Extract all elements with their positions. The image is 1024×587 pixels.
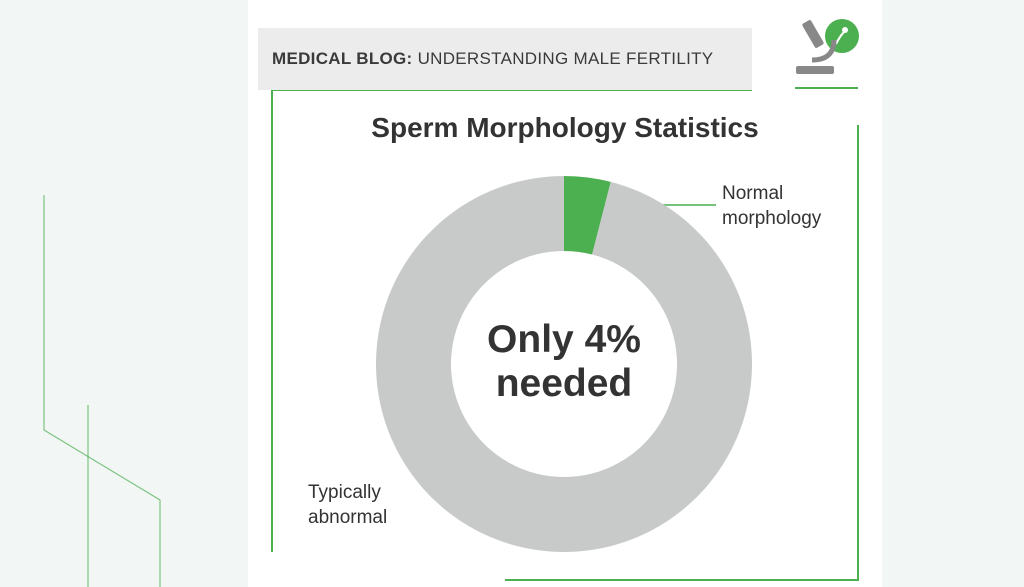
header-label: MEDICAL BLOG: [272, 49, 413, 68]
header-text: UNDERSTANDING MALE FERTILITY [417, 49, 714, 68]
donut-slice [564, 176, 611, 255]
slice-label: Normal morphology [722, 183, 822, 229]
blog-header: MEDICAL BLOG: UNDERSTANDING MALE FERTILI… [258, 28, 752, 90]
chart-title: Sperm Morphology Statistics [371, 112, 759, 143]
slice-label: Typically abnormal [308, 482, 388, 528]
center-text: Only 4% needed [487, 318, 641, 405]
donut-slice [375, 176, 752, 552]
